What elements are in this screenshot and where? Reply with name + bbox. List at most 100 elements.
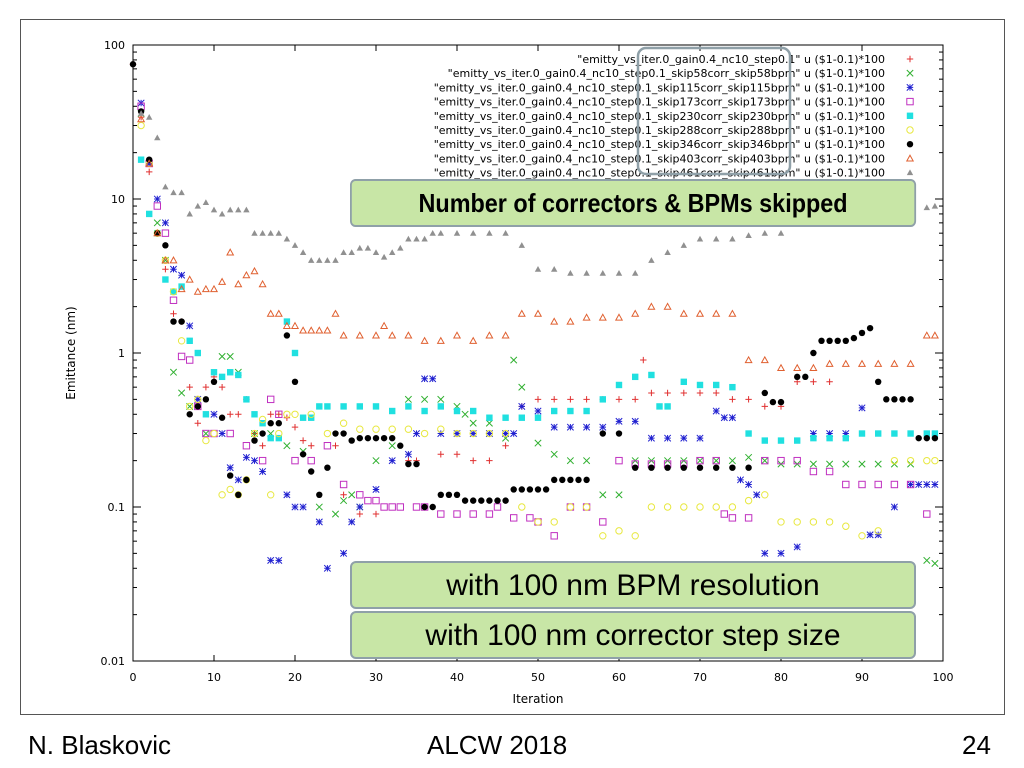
legend-label: "emitty_vs_iter.0_gain0.4_nc10_step0.1_s… bbox=[434, 124, 885, 137]
data-point bbox=[299, 503, 307, 511]
x-axis-label: Iteration bbox=[513, 692, 564, 706]
data-point bbox=[186, 383, 193, 391]
data-point bbox=[891, 430, 898, 437]
data-point bbox=[502, 429, 510, 438]
data-point bbox=[842, 480, 850, 489]
data-point bbox=[372, 249, 380, 255]
data-point bbox=[469, 429, 477, 438]
legend-marker bbox=[906, 169, 914, 176]
series-4 bbox=[137, 156, 939, 444]
data-point bbox=[161, 229, 170, 237]
data-point bbox=[809, 460, 817, 468]
data-point bbox=[389, 249, 396, 255]
callout-bpm-resolution: with 100 nm BPM resolution bbox=[350, 561, 916, 609]
data-point bbox=[420, 336, 429, 344]
data-point bbox=[599, 491, 607, 499]
data-point bbox=[729, 235, 736, 242]
data-point bbox=[745, 396, 752, 403]
data-point bbox=[251, 229, 258, 236]
data-point bbox=[372, 434, 380, 442]
data-point bbox=[615, 269, 623, 276]
data-point bbox=[315, 326, 324, 334]
data-point bbox=[874, 527, 882, 535]
y-tick-label: 1 bbox=[118, 347, 125, 360]
data-point bbox=[534, 439, 542, 447]
data-point bbox=[728, 309, 737, 317]
data-point bbox=[227, 411, 234, 418]
data-point bbox=[340, 249, 347, 255]
data-point bbox=[291, 242, 299, 248]
chart-axes: 0 10 20 30 40 50 60 70 80 90 100 0.01 0.1 1 10 100 Itera… bbox=[64, 39, 954, 706]
data-point bbox=[250, 457, 259, 465]
data-point bbox=[340, 491, 347, 499]
data-point bbox=[664, 464, 671, 471]
data-point bbox=[331, 510, 340, 518]
data-point bbox=[291, 378, 299, 386]
data-point bbox=[510, 486, 517, 493]
data-point bbox=[631, 532, 639, 540]
data-point bbox=[413, 460, 420, 468]
data-point bbox=[267, 395, 275, 404]
data-point bbox=[534, 518, 542, 526]
footer-author: N. Blaskovic bbox=[28, 730, 172, 760]
y-tick-label: 100 bbox=[104, 39, 125, 52]
x-tick-label: 80 bbox=[774, 671, 788, 684]
data-point bbox=[235, 411, 242, 418]
data-point bbox=[405, 460, 412, 468]
data-point bbox=[290, 321, 300, 329]
legend-label: "emitty_vs_iter.0_gain0.4_nc10_step0.1_s… bbox=[434, 110, 885, 123]
data-point bbox=[502, 497, 509, 504]
data-point bbox=[534, 414, 542, 421]
data-point bbox=[777, 229, 785, 236]
data-point bbox=[720, 510, 728, 518]
data-point bbox=[209, 284, 219, 293]
data-point bbox=[583, 407, 590, 415]
data-point bbox=[275, 429, 283, 438]
data-point bbox=[194, 403, 201, 410]
data-point bbox=[470, 407, 477, 415]
data-point bbox=[332, 257, 339, 263]
data-point bbox=[906, 359, 915, 367]
data-point bbox=[145, 159, 153, 168]
x-tick-label: 90 bbox=[855, 671, 869, 684]
data-point bbox=[559, 476, 566, 484]
data-point bbox=[567, 476, 574, 484]
data-point bbox=[599, 532, 607, 540]
data-point bbox=[502, 229, 509, 236]
legend-label: "emitty_vs_iter.0_gain0.4_nc10_step0.1_s… bbox=[434, 138, 885, 151]
data-point bbox=[283, 318, 291, 325]
data-point bbox=[153, 228, 162, 237]
data-point bbox=[437, 429, 445, 438]
data-point bbox=[404, 425, 413, 433]
data-point bbox=[194, 395, 202, 403]
data-point bbox=[315, 503, 323, 511]
data-point bbox=[777, 398, 785, 406]
data-point bbox=[259, 442, 266, 449]
data-point bbox=[169, 296, 178, 304]
data-point bbox=[469, 429, 477, 438]
data-point bbox=[923, 510, 931, 518]
data-point bbox=[680, 464, 687, 471]
data-point bbox=[826, 434, 833, 442]
data-point bbox=[858, 404, 866, 412]
data-point bbox=[647, 434, 655, 442]
data-point bbox=[186, 337, 193, 345]
series-2 bbox=[137, 99, 939, 572]
data-point bbox=[753, 491, 761, 499]
data-point bbox=[437, 403, 444, 410]
data-point bbox=[267, 491, 275, 499]
data-point bbox=[340, 403, 347, 410]
data-point bbox=[486, 457, 493, 464]
data-point bbox=[324, 257, 331, 263]
data-point bbox=[226, 248, 235, 256]
data-point bbox=[453, 491, 461, 499]
data-point bbox=[680, 242, 687, 248]
data-point bbox=[356, 491, 364, 499]
data-point bbox=[348, 491, 356, 499]
data-point bbox=[890, 359, 899, 367]
data-point bbox=[185, 275, 194, 283]
data-point bbox=[389, 434, 396, 442]
x-tick-label: 100 bbox=[933, 671, 954, 684]
data-point bbox=[388, 425, 396, 433]
data-point bbox=[632, 464, 639, 471]
